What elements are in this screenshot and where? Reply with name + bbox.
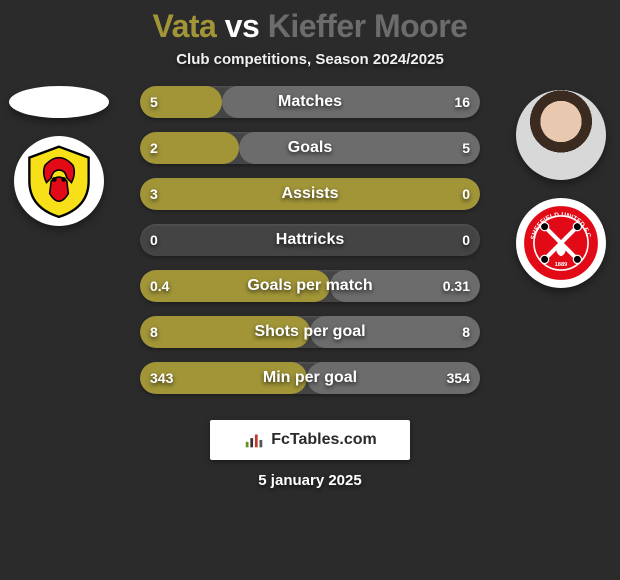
stat-value-right: 0.31 [443,278,470,294]
branding-badge: FcTables.com [210,420,410,460]
player2-avatar [516,90,606,180]
stat-row: Matches 5 16 [140,86,480,118]
stat-row: Shots per goal 8 8 [140,316,480,348]
stat-value-left: 343 [150,370,173,386]
player2-column: SHEFFIELD UNITED F.C. 1889 [506,86,616,288]
stat-label: Shots per goal [254,323,365,341]
stat-value-right: 16 [454,94,470,110]
comparison-title: Vata vs Kieffer Moore [0,0,620,45]
stat-fill-right [239,132,480,164]
stat-label: Goals per match [247,277,372,295]
branding-text: FcTables.com [271,431,377,449]
stat-value-left: 5 [150,94,158,110]
title-player2: Kieffer Moore [268,8,468,44]
title-player1: Vata [153,8,217,44]
date-label: 5 january 2025 [0,472,620,489]
stat-bars: Matches 5 16 Goals 2 5 Assists 3 0 Hattricks 0 0 Goa… [140,86,480,394]
stat-value-left: 0 [150,232,158,248]
stat-row: Min per goal 343 354 [140,362,480,394]
watford-badge-icon [20,142,98,220]
stat-value-right: 354 [447,370,470,386]
stat-value-right: 0 [462,232,470,248]
title-vs: vs [225,8,260,44]
stat-value-right: 8 [462,324,470,340]
stat-row: Assists 3 0 [140,178,480,210]
player1-avatar [9,86,109,118]
stat-value-left: 2 [150,140,158,156]
stat-value-left: 0.4 [150,278,169,294]
stat-label: Min per goal [263,369,357,387]
stat-value-right: 0 [462,186,470,202]
player2-club-badge: SHEFFIELD UNITED F.C. 1889 [516,198,606,288]
stat-value-left: 8 [150,324,158,340]
stat-label: Hattricks [276,231,344,249]
stat-row: Hattricks 0 0 [140,224,480,256]
stat-row: Goals 2 5 [140,132,480,164]
bar-chart-icon [243,429,265,451]
stat-row: Goals per match 0.4 0.31 [140,270,480,302]
sheffield-united-badge-icon: SHEFFIELD UNITED F.C. 1889 [520,202,602,284]
player1-club-badge [14,136,104,226]
stat-label: Goals [288,139,332,157]
svg-text:1889: 1889 [555,262,568,268]
stat-label: Assists [282,185,339,203]
stat-label: Matches [278,93,342,111]
stat-fill-right [222,86,480,118]
comparison-panel: SHEFFIELD UNITED F.C. 1889 Matches 5 16 Goa… [0,86,620,394]
stat-value-left: 3 [150,186,158,202]
subtitle: Club competitions, Season 2024/2025 [0,51,620,68]
player1-column [4,86,114,226]
stat-value-right: 5 [462,140,470,156]
